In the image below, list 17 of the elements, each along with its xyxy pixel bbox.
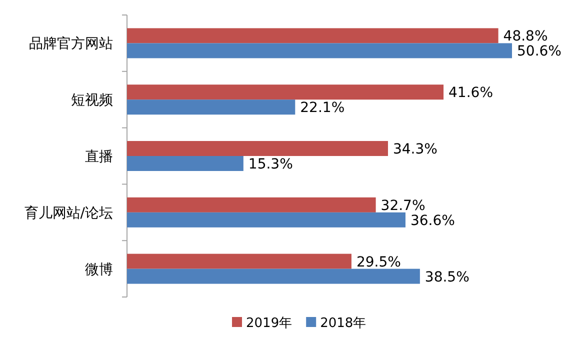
- y-tick-label: 短视频: [71, 92, 113, 109]
- data-label: 22.1%: [300, 100, 345, 116]
- data-label: 15.3%: [248, 156, 293, 172]
- data-label: 48.8%: [503, 28, 548, 45]
- legend-label: 2019年: [246, 316, 292, 331]
- data-label: 36.6%: [410, 212, 455, 229]
- legend-label: 2018年: [320, 316, 366, 331]
- data-label: 34.3%: [392, 142, 438, 158]
- data-label: 29.5%: [356, 254, 401, 270]
- data-label: 41.6%: [448, 85, 494, 102]
- y-tick-label: 直播: [85, 149, 113, 165]
- y-tick-label: 育儿网站/论坛: [24, 204, 113, 222]
- y-tick-label: 品牌官方网站: [29, 36, 113, 52]
- y-tick-label: 微博: [85, 262, 113, 278]
- data-label: 50.6%: [517, 44, 562, 60]
- data-label: 38.5%: [424, 269, 470, 286]
- data-label: 32.7%: [380, 198, 426, 214]
